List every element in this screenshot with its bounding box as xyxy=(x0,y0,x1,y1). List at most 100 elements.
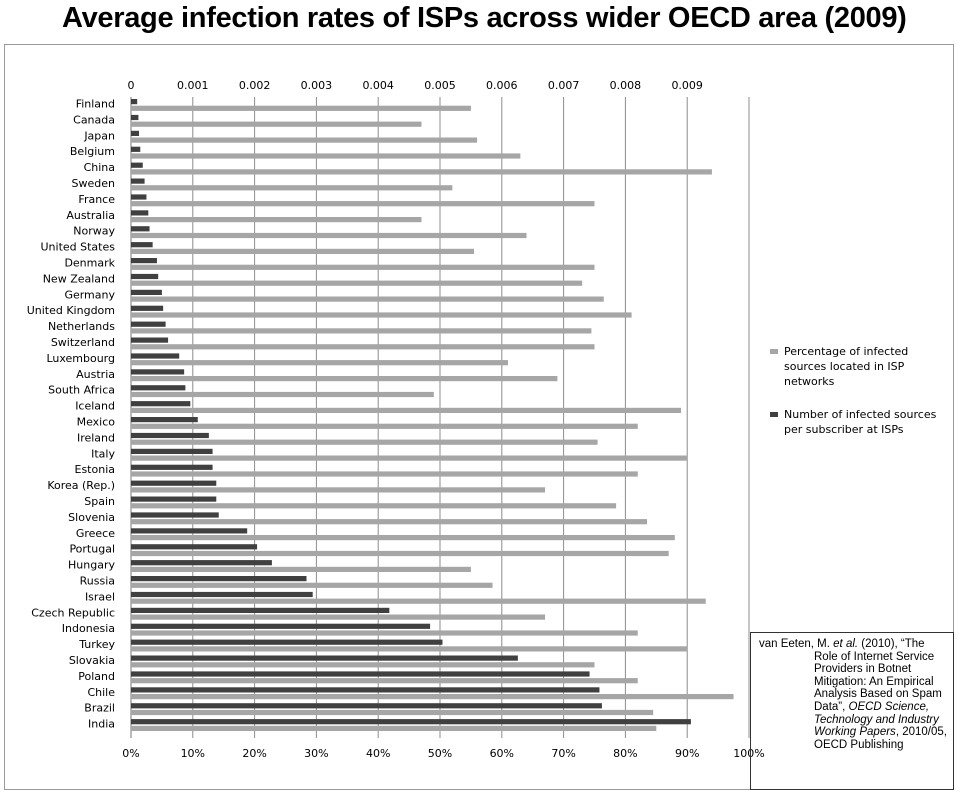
bottom-axis-tick-label: 10% xyxy=(181,747,205,760)
category-label: Slovakia xyxy=(69,654,115,667)
top-axis-tick-label: 0.003 xyxy=(301,79,333,92)
category-label: Greece xyxy=(76,527,115,540)
bottom-axis-tick-label: 100% xyxy=(733,747,764,760)
category-label: Poland xyxy=(78,670,115,683)
bar-percentage-isp xyxy=(131,360,508,366)
category-label: Indonesia xyxy=(62,622,115,635)
bar-percentage-isp xyxy=(131,709,654,716)
citation-publisher: , 2010/05, OECD Publishing xyxy=(814,726,947,751)
bar-percentage-isp xyxy=(131,471,638,477)
bar-number-infected xyxy=(131,671,590,677)
category-label: Spain xyxy=(84,495,115,508)
bar-number-infected xyxy=(131,591,313,598)
bar-number-infected xyxy=(131,210,149,216)
bottom-axis-tick-label: 70% xyxy=(551,747,575,760)
citation-year: (2010), “The xyxy=(858,638,925,650)
bar-percentage-isp xyxy=(131,296,604,302)
bar-percentage-isp xyxy=(131,630,638,636)
bar-number-infected xyxy=(131,719,691,725)
bar-number-infected xyxy=(131,146,141,152)
category-labels: Finland Canada Japan Belgium China Sweden Fran… xyxy=(27,98,116,731)
category-label: Luxembourg xyxy=(46,352,115,365)
bottom-axis-tick-label: 40% xyxy=(366,747,390,760)
bar-number-infected xyxy=(131,258,157,264)
bar-number-infected xyxy=(131,226,150,232)
category-label: Iceland xyxy=(75,400,115,413)
bar-number-infected xyxy=(131,194,147,200)
bar-number-infected xyxy=(131,401,191,407)
bar-percentage-isp xyxy=(131,550,669,557)
chart-frame xyxy=(4,44,954,790)
category-label: Netherlands xyxy=(48,320,115,333)
citation-series: OECD Science, Technology and Industry Wo… xyxy=(814,700,939,739)
bar-number-infected xyxy=(131,385,186,391)
category-label: Australia xyxy=(66,209,115,222)
category-label: Ireland xyxy=(77,431,115,444)
citation-paper-title: Role of Internet Service Providers in Bo… xyxy=(814,650,942,713)
category-label: Korea (Rep.) xyxy=(47,479,115,492)
bar-percentage-isp xyxy=(131,566,471,572)
bar-percentage-isp xyxy=(131,535,675,541)
category-label: Sweden xyxy=(72,177,115,190)
category-label: Russia xyxy=(80,575,115,588)
bar-number-infected xyxy=(131,703,602,709)
category-label: Japan xyxy=(83,129,115,142)
category-label: New Zealand xyxy=(43,272,115,285)
category-label: Switzerland xyxy=(51,336,115,349)
category-label: Mexico xyxy=(77,416,116,429)
category-label: Finland xyxy=(76,98,115,111)
bar-percentage-isp xyxy=(131,423,638,429)
bar-number-infected xyxy=(131,289,162,295)
bar-percentage-isp xyxy=(131,201,595,207)
category-label: United Kingdom xyxy=(27,304,115,317)
top-axis-tick-label: 0.004 xyxy=(362,79,394,92)
bar-number-infected xyxy=(131,178,145,184)
category-label: Czech Republic xyxy=(31,606,115,619)
bar-percentage-isp xyxy=(131,217,422,223)
bottom-axis-tick-label: 0% xyxy=(122,747,139,760)
top-axis-tick-label: 0.009 xyxy=(671,79,703,92)
bar-percentage-isp xyxy=(131,153,521,159)
bottom-axis-tick-label: 80% xyxy=(613,747,637,760)
bar-number-infected xyxy=(131,130,140,136)
bar-number-infected xyxy=(131,655,518,661)
bar-number-infected xyxy=(131,480,217,486)
bar-percentage-isp xyxy=(131,169,712,175)
top-axis-tick-label: 0 xyxy=(128,79,135,92)
bar-number-infected xyxy=(131,369,185,375)
category-label: Chile xyxy=(87,686,115,699)
citation-etal: et al. xyxy=(833,638,859,650)
bar-percentage-isp xyxy=(131,280,583,286)
bar-percentage-isp xyxy=(131,376,558,382)
bar-number-infected xyxy=(131,448,213,454)
category-label: India xyxy=(88,718,115,731)
bar-percentage-isp xyxy=(131,264,595,270)
category-label: China xyxy=(84,161,115,174)
bar-number-infected xyxy=(131,305,164,311)
category-label: Germany xyxy=(64,288,115,301)
bottom-axis-ticks: 0% 10% 20% 30% 40% 50% 60% 70% 80% 90% 100% xyxy=(122,747,764,760)
bar-percentage-isp xyxy=(131,328,592,334)
bar-number-infected xyxy=(131,464,213,470)
bar-percentage-isp xyxy=(131,662,595,668)
category-label: Denmark xyxy=(64,257,115,270)
top-axis-ticks: 0 0.001 0.002 0.003 0.004 0.005 0.006 0.007 0.00… xyxy=(128,79,703,92)
bar-percentage-isp xyxy=(131,598,706,604)
top-axis-tick-label: 0.002 xyxy=(239,79,271,92)
bar-percentage-isp xyxy=(131,185,453,191)
bar-number-infected xyxy=(131,242,153,248)
bar-number-infected xyxy=(131,560,272,566)
legend-label-number: Number of infected sources per subscribe… xyxy=(784,408,937,436)
category-label: France xyxy=(78,193,115,206)
bottom-axis-tick-label: 50% xyxy=(428,747,452,760)
bottom-axis-tick-label: 30% xyxy=(304,747,328,760)
bar-percentage-isp xyxy=(131,312,632,318)
category-label: South Africa xyxy=(48,384,115,397)
bar-percentage-isp xyxy=(131,487,546,493)
bar-percentage-isp xyxy=(131,725,657,731)
bar-number-infected xyxy=(131,576,307,582)
legend-label-percentage: Percentage of infected sources located i… xyxy=(784,345,909,388)
top-axis-tick-label: 0.008 xyxy=(610,79,642,92)
bar-percentage-isp xyxy=(131,439,598,445)
